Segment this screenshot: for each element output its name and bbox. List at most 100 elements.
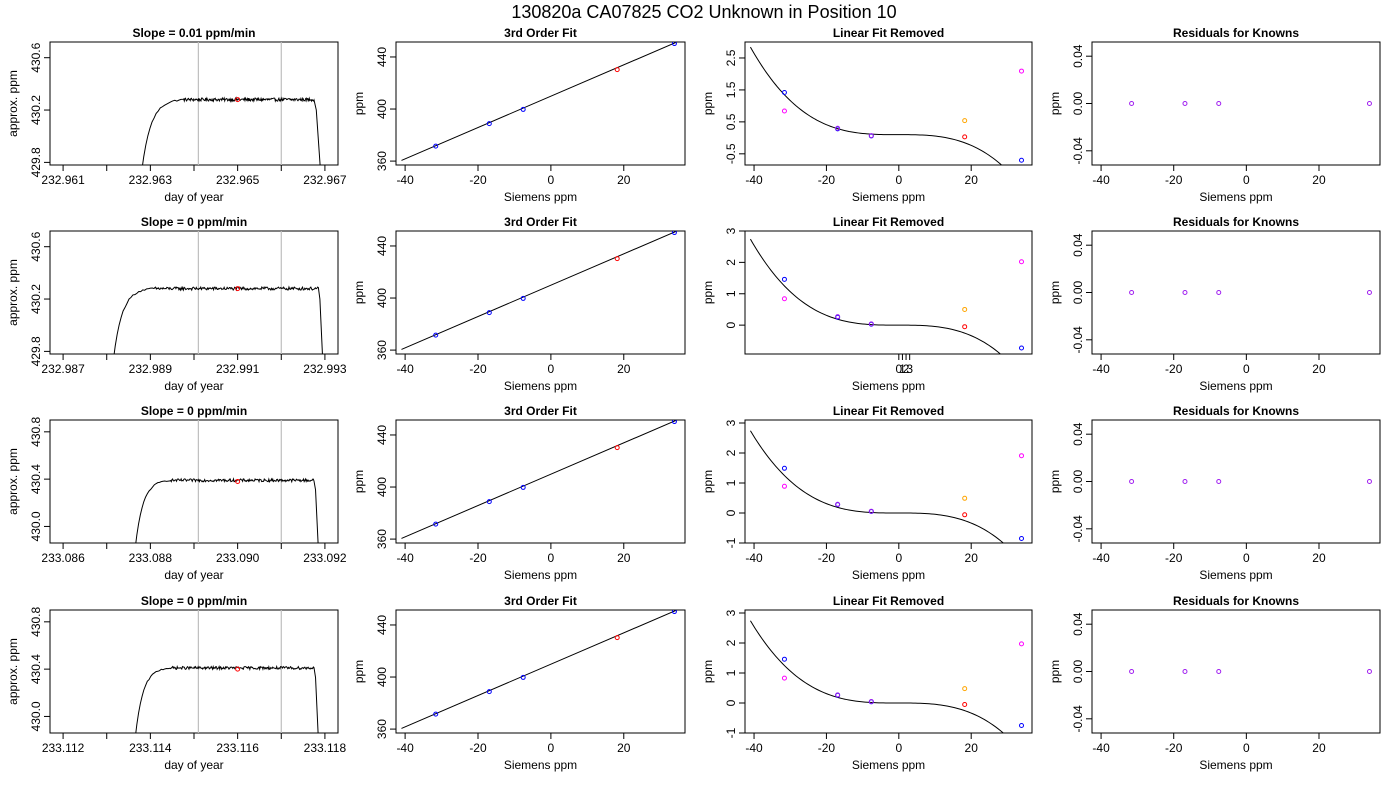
- y-tick-label: 3: [724, 419, 738, 426]
- y-tick-label: 2: [724, 259, 738, 266]
- plot-area: [401, 42, 679, 161]
- data-point: [671, 420, 677, 425]
- y-tick-label: 0: [724, 509, 738, 516]
- x-tick-label: 232.993: [303, 362, 347, 376]
- data-point: [520, 674, 526, 680]
- y-axis-label: ppm: [701, 92, 715, 115]
- x-tick-label: -40: [745, 741, 763, 755]
- y-axis-label: ppm: [1048, 470, 1062, 493]
- y-tick-label: 0.04: [1071, 612, 1085, 636]
- plot-area: [135, 420, 319, 543]
- plot-frame: [744, 609, 1033, 734]
- x-tick-label: 233.086: [41, 551, 85, 565]
- y-tick-label: 0.5: [724, 113, 738, 130]
- y-tick-label: 1.5: [724, 81, 738, 98]
- y-axis-label: ppm: [352, 470, 366, 493]
- plot-area: [142, 42, 321, 165]
- data-point: [781, 108, 787, 114]
- data-point: [614, 67, 620, 73]
- y-tick-label: 430.4: [29, 464, 43, 494]
- x-tick-label: 232.991: [216, 362, 260, 376]
- y-axis-label: ppm: [352, 92, 366, 115]
- y-tick-label: 0.00: [1071, 469, 1085, 493]
- data-point: [781, 89, 787, 95]
- mean-marker: [235, 479, 241, 484]
- y-tick-label: 440: [375, 47, 389, 67]
- mean-marker: [235, 97, 241, 103]
- data-point: [433, 143, 439, 149]
- plot-area: [1129, 290, 1372, 295]
- x-axis-label: Siemens ppm: [504, 190, 577, 204]
- residual-point: [1129, 290, 1135, 295]
- y-axis-label: approx. ppm: [6, 638, 20, 705]
- x-tick-label: 0: [548, 173, 555, 187]
- data-point: [962, 134, 968, 140]
- y-axis-label: ppm: [1048, 660, 1062, 683]
- time-series-trace: [135, 477, 319, 543]
- y-tick-label: 1: [724, 290, 738, 297]
- x-axis-label: Siemens ppm: [852, 758, 925, 772]
- y-axis-label: ppm: [1048, 92, 1062, 115]
- x-tick-label: 1: [899, 362, 906, 376]
- data-point: [486, 310, 492, 316]
- panel-residuals-row2: Residuals for Knowns -40 -20 0 20 Siemens ppm…: [1048, 215, 1381, 393]
- panel-title: 3rd Order Fit: [504, 26, 577, 40]
- panel-linear-row1: Linear Fit Removed -40 -20 0 20 Siemens ppm -0…: [701, 26, 1033, 204]
- data-point: [1019, 536, 1025, 541]
- x-axis-label: day of year: [164, 568, 223, 582]
- x-tick-label: 0: [895, 551, 902, 565]
- panel-title: Slope = 0 ppm/min: [141, 215, 247, 229]
- y-axis-label: ppm: [352, 281, 366, 304]
- panel-residuals-row4: Residuals for Knowns -40 -20 0 20 Siemens ppm…: [1048, 594, 1381, 772]
- y-tick-label: 360: [375, 719, 389, 739]
- x-tick-label: -40: [745, 173, 763, 187]
- data-point: [433, 332, 439, 338]
- x-tick-label: 20: [1312, 741, 1326, 755]
- data-point: [671, 231, 677, 236]
- y-tick-label: 0.00: [1071, 91, 1085, 115]
- x-axis-label: Siemens ppm: [852, 190, 925, 204]
- y-tick-label: 430.6: [29, 231, 43, 261]
- data-point: [962, 495, 968, 501]
- data-point: [1019, 68, 1025, 74]
- y-tick-label: 440: [375, 615, 389, 635]
- residual-point: [1216, 479, 1222, 484]
- x-tick-label: 0: [1243, 362, 1250, 376]
- y-tick-label: 3: [724, 609, 738, 616]
- x-tick-label: 20: [965, 173, 979, 187]
- plot-frame: [395, 609, 686, 734]
- x-tick-label: 0: [895, 741, 902, 755]
- panel-timeseries-row4: Slope = 0 ppm/min 233.112 233.114 233.116 23…: [6, 594, 346, 772]
- data-point: [962, 118, 968, 124]
- x-tick-label: 233.092: [303, 551, 347, 565]
- y-tick-label: 360: [375, 340, 389, 360]
- plot-frame: [1091, 609, 1381, 734]
- data-point: [835, 314, 841, 320]
- y-tick-label: 360: [375, 151, 389, 171]
- x-tick-label: -20: [818, 173, 836, 187]
- panel-fit-row1: 3rd Order Fit -40 -20 0 20 Siemens ppm 360 400 4…: [352, 26, 686, 204]
- x-tick-label: 0: [895, 173, 902, 187]
- residual-point: [1366, 669, 1372, 674]
- y-tick-label: 430.0: [29, 701, 43, 731]
- plot-area: [749, 238, 1025, 354]
- panel-title: Residuals for Knowns: [1173, 404, 1299, 418]
- plot-frame: [49, 230, 339, 355]
- data-point: [1019, 157, 1025, 163]
- y-tick-label: 2: [724, 639, 738, 646]
- x-tick-label: -40: [396, 362, 414, 376]
- residual-point: [1216, 669, 1222, 674]
- time-series-trace: [135, 664, 319, 733]
- y-axis-label: approx. ppm: [6, 70, 20, 137]
- data-point: [868, 699, 874, 704]
- data-point: [962, 702, 968, 707]
- x-tick-label: 232.965: [216, 173, 260, 187]
- data-point: [614, 445, 620, 451]
- x-axis-label: Siemens ppm: [852, 379, 925, 393]
- panel-title: 3rd Order Fit: [504, 404, 577, 418]
- data-point: [868, 508, 874, 514]
- y-axis-label: approx. ppm: [6, 259, 20, 326]
- x-tick-label: 20: [617, 173, 631, 187]
- y-tick-label: 440: [375, 425, 389, 445]
